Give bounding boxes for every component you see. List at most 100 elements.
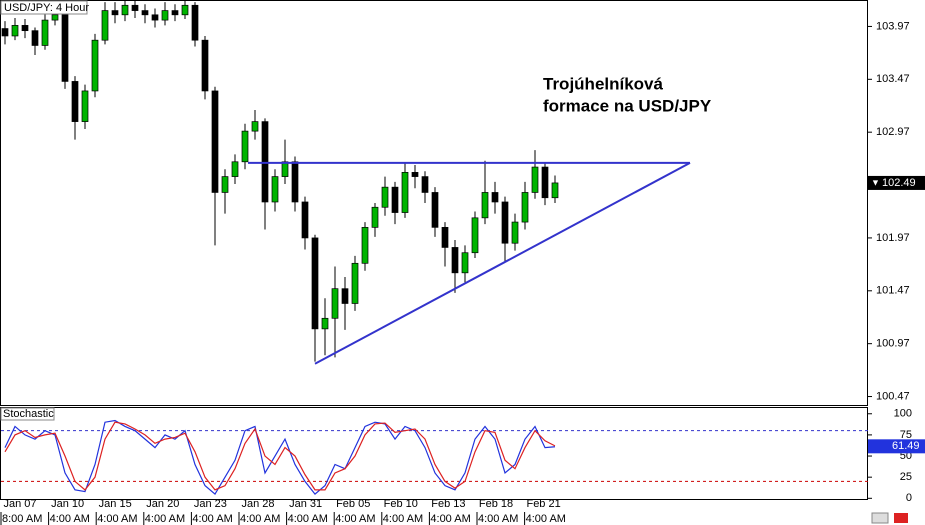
candle-body	[391, 186, 399, 213]
candle-body	[201, 39, 209, 92]
time-label: 4:00 AM	[145, 513, 185, 525]
x-tick-label: Jan 23	[194, 498, 227, 510]
candle-body	[401, 172, 409, 213]
y-tick-label: 100	[894, 408, 912, 420]
candle-body	[541, 166, 549, 199]
time-label: 4:00 AM	[383, 513, 423, 525]
candle-body	[291, 161, 299, 203]
candle-body	[421, 176, 429, 193]
candle-body	[181, 4, 189, 16]
scroll-button[interactable]	[871, 512, 889, 524]
annotation: Trojúhelníková	[543, 74, 664, 93]
candle-body	[91, 39, 99, 92]
candle-body	[441, 226, 449, 248]
indicator-panel	[0, 407, 868, 500]
candle-body	[551, 182, 559, 199]
x-tick-label: Jan 20	[146, 498, 179, 510]
indicator-title-box	[0, 407, 55, 421]
time-label: 4:00 AM	[50, 513, 90, 525]
candle-body	[41, 19, 49, 46]
time-label: 4:00 AM	[430, 513, 470, 525]
x-tick-label: Jan 15	[99, 498, 132, 510]
candle-body	[131, 4, 139, 11]
x-tick-label: Jan 31	[289, 498, 322, 510]
y-tick-label: 75	[900, 429, 912, 441]
candle-body	[501, 201, 509, 244]
candle-body	[281, 161, 289, 177]
last-price-label: 102.49	[882, 177, 916, 189]
candle-body	[431, 192, 439, 228]
candle-body	[511, 221, 519, 244]
candle-body	[301, 201, 309, 239]
candle-body	[141, 10, 149, 16]
candle-body	[191, 4, 199, 41]
candle-body	[471, 217, 479, 254]
last-value-label: 61.49	[892, 440, 920, 452]
candle-body	[311, 237, 319, 330]
x-tick-label: Feb 18	[479, 498, 513, 510]
candle-body	[11, 25, 19, 37]
time-axis	[0, 512, 925, 525]
x-tick-label: Feb 13	[431, 498, 465, 510]
x-tick-label: Jan 10	[51, 498, 84, 510]
candle-body	[151, 14, 159, 21]
candle-body	[271, 176, 279, 203]
candle-body	[111, 10, 119, 16]
candle-body	[171, 10, 179, 16]
candle-body	[61, 14, 69, 82]
time-label: 4:00 AM	[478, 513, 518, 525]
indicator-title: Stochastic	[3, 408, 54, 420]
time-label: 4:00 AM	[192, 513, 232, 525]
y-tick-label: 103.47	[876, 73, 910, 85]
annotation: formace na USD/JPY	[543, 96, 712, 115]
candle-body	[31, 30, 39, 46]
time-label: 4:00 AM	[526, 513, 566, 525]
y-tick-label: 102.97	[876, 126, 910, 138]
stochastic-line	[4, 421, 556, 491]
candle-body	[361, 226, 369, 264]
candle-body	[411, 172, 419, 177]
time-label: 4:00 AM	[240, 513, 280, 525]
candle-body	[351, 262, 359, 304]
x-tick-label: Feb 21	[526, 498, 560, 510]
candle-body	[51, 14, 59, 21]
time-label: 4:00 AM	[97, 513, 137, 525]
time-label: 4:00 AM	[288, 513, 328, 525]
candle-body	[481, 192, 489, 219]
candle-body	[161, 10, 169, 21]
candle-body	[221, 176, 229, 193]
candle-body	[81, 90, 89, 122]
candle-body	[331, 288, 339, 319]
trendline	[314, 161, 691, 365]
candle-body	[461, 252, 469, 274]
candle-body	[381, 186, 389, 208]
title-box	[0, 0, 88, 15]
candle-body	[451, 247, 459, 274]
time-label: 4:00 AM	[335, 513, 375, 525]
y-tick-label: 101.47	[876, 285, 910, 297]
chart-title: USD/JPY: 4 Hour	[4, 2, 89, 14]
x-tick-label: Jan 07	[3, 498, 36, 510]
time-label: 8:00 AM	[2, 513, 42, 525]
candle-body	[531, 166, 539, 193]
y-tick-label: 25	[900, 471, 912, 483]
last-price-arrow: ▼	[871, 177, 880, 187]
candle-body	[371, 206, 379, 228]
candle-body	[231, 161, 239, 177]
y-tick-label: 101.97	[876, 232, 910, 244]
candle-body	[321, 317, 329, 330]
y-tick-label: 103.97	[876, 20, 910, 32]
close-button[interactable]	[894, 513, 908, 523]
candle-body	[241, 130, 249, 163]
y-tick-label: 100.47	[876, 390, 910, 402]
x-tick-label: Feb 10	[384, 498, 418, 510]
x-tick-label: Jan 28	[241, 498, 274, 510]
stochastic-line	[4, 419, 556, 495]
candle-body	[101, 10, 109, 41]
candle-body	[491, 192, 499, 203]
candle-body	[251, 121, 259, 132]
candle-body	[1, 28, 9, 37]
candle-body	[71, 81, 79, 122]
